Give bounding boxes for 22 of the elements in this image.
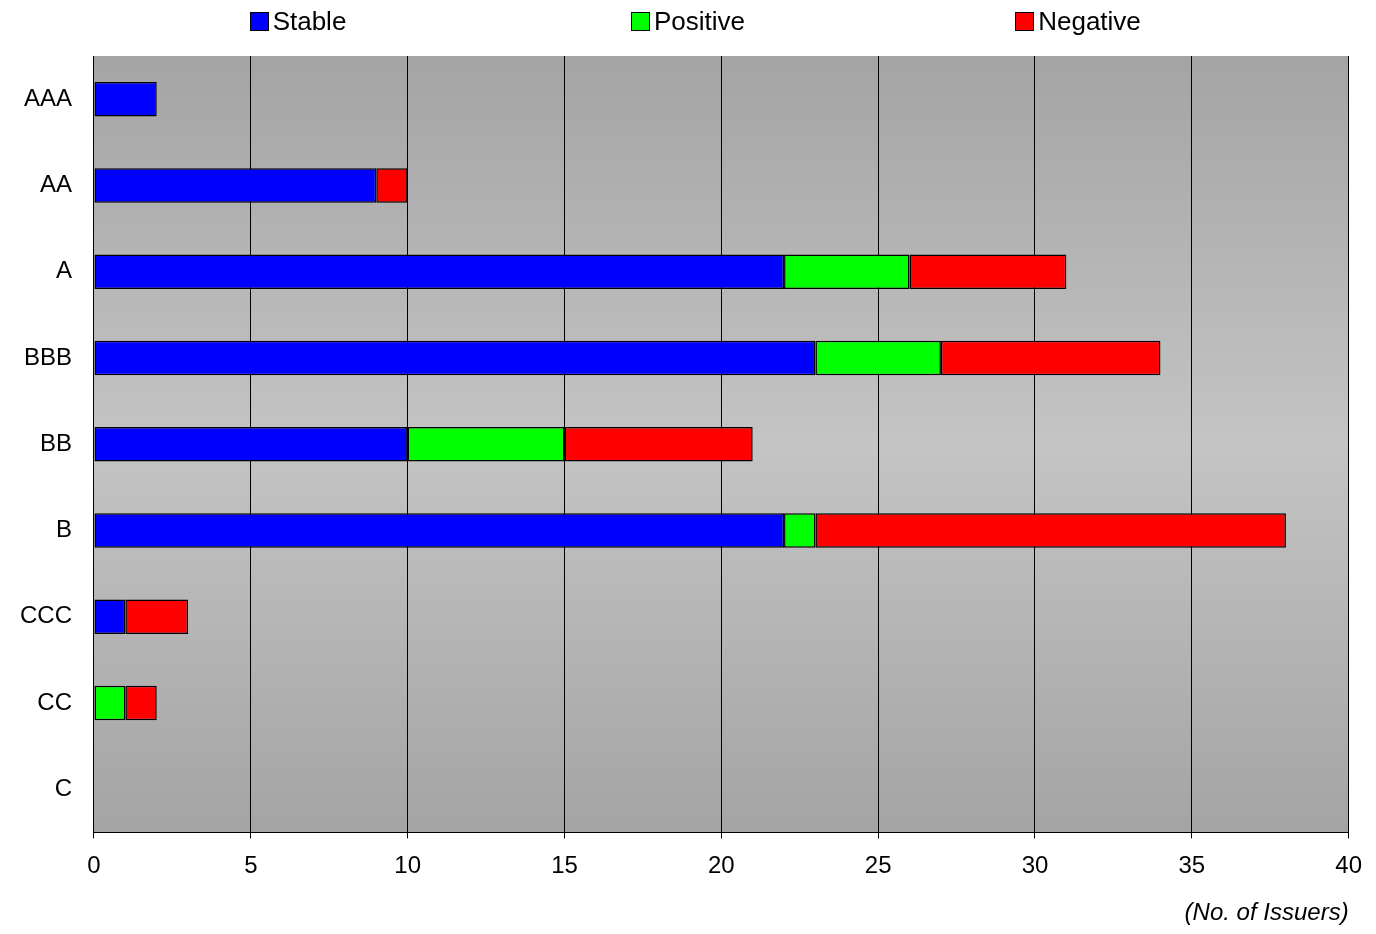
- x-tick-label: 15: [551, 851, 578, 879]
- x-tick-label: 35: [1178, 851, 1206, 879]
- y-tick-label: A: [55, 256, 72, 284]
- x-tick-label: 20: [707, 851, 735, 879]
- y-tick-label: BBB: [23, 342, 72, 370]
- x-tick-label: 10: [394, 851, 422, 879]
- text: Stable: [272, 5, 347, 37]
- x-axis-title: (No. of Issuers): [1184, 898, 1349, 926]
- y-tick-label: AA: [39, 170, 72, 198]
- y-tick-label: CC: [37, 687, 72, 715]
- y-tick-label: BB: [39, 428, 72, 456]
- legend-label: Positive: [653, 5, 746, 37]
- x-tick-label: 25: [864, 851, 892, 879]
- y-tick-label: AAA: [23, 83, 72, 111]
- x-tick-label: 40: [1335, 851, 1362, 879]
- x-tick-label: 5: [244, 851, 258, 879]
- y-tick-label: C: [54, 773, 72, 801]
- x-tick-label: 0: [87, 851, 101, 879]
- legend-label: Negative: [1038, 5, 1141, 37]
- y-tick-label: B: [55, 515, 72, 543]
- x-tick-label: 30: [1021, 851, 1049, 879]
- y-tick-label: CCC: [20, 601, 72, 629]
